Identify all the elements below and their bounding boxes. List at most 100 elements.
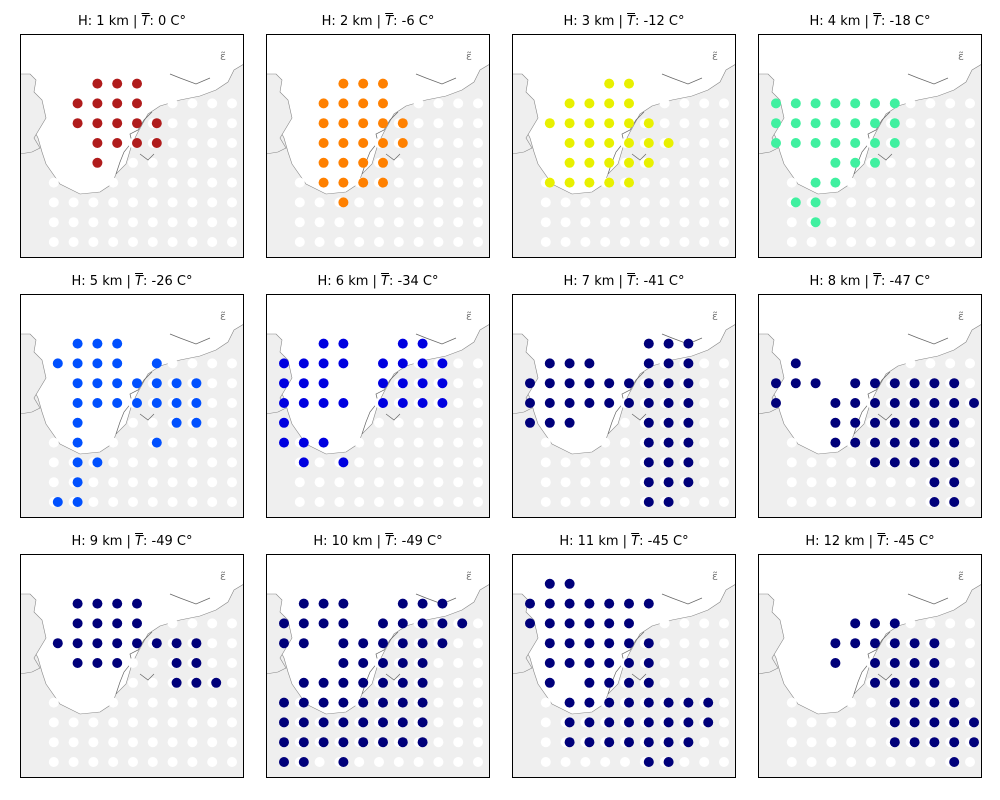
temperature-point xyxy=(604,118,615,129)
temperature-point xyxy=(279,757,289,767)
temperature-point xyxy=(604,638,615,649)
grid-point-inactive xyxy=(473,177,483,188)
grid-point-inactive xyxy=(48,157,59,168)
map-axes: ε̃ xyxy=(512,34,736,258)
temperature-point xyxy=(683,737,694,748)
grid-point-inactive xyxy=(433,717,444,728)
grid-point-inactive xyxy=(473,237,483,247)
temperature-point xyxy=(151,378,162,389)
grid-point-inactive xyxy=(846,658,857,668)
grid-point-inactive xyxy=(453,177,464,188)
temperature-point xyxy=(810,197,821,208)
panel-title: H: 10 km | T: -49 C° xyxy=(255,532,501,552)
land-area-west xyxy=(20,593,47,675)
grid-point-inactive xyxy=(473,497,483,507)
grid-point-inactive xyxy=(294,138,305,148)
grid-point-inactive xyxy=(540,437,551,448)
temperature-point xyxy=(584,118,595,129)
axes-frame xyxy=(20,554,244,778)
temperature-point xyxy=(929,677,940,688)
temperature-point xyxy=(909,638,920,649)
grid-point-inactive xyxy=(965,477,975,488)
grid-point-inactive xyxy=(413,177,424,188)
land-area-west xyxy=(20,73,47,155)
grid-point-inactive xyxy=(846,358,857,369)
temperature-point xyxy=(643,697,654,708)
temperature-point xyxy=(683,697,694,708)
temperature-point xyxy=(564,578,575,589)
grid-point-inactive xyxy=(925,177,936,188)
grid-point-inactive xyxy=(453,118,464,129)
grid-point-inactive xyxy=(393,197,404,208)
grid-point-inactive xyxy=(905,98,916,109)
grid-point-inactive xyxy=(945,157,956,168)
grid-point-inactive xyxy=(227,157,237,168)
grid-point-inactive xyxy=(128,197,138,208)
temperature-point xyxy=(584,658,595,668)
temperature-point xyxy=(643,118,654,129)
grid-point-inactive xyxy=(374,497,384,507)
temperature-point xyxy=(378,398,388,408)
grid-point-inactive xyxy=(48,697,59,708)
grid-point-inactive xyxy=(945,638,956,649)
grid-point-inactive xyxy=(540,98,551,109)
temperature-point xyxy=(564,717,575,728)
temperature-point xyxy=(790,98,801,109)
temperature-point xyxy=(663,697,674,708)
grid-point-inactive xyxy=(294,98,305,109)
temperature-point xyxy=(72,598,83,609)
grid-point-inactive xyxy=(866,697,876,708)
temperature-point xyxy=(870,157,880,168)
grid-point-inactive xyxy=(207,197,218,208)
temperature-point xyxy=(870,138,880,148)
grid-point-inactive xyxy=(147,477,158,488)
grid-point-inactive xyxy=(453,237,464,247)
temperature-point xyxy=(584,677,595,688)
grid-point-inactive xyxy=(433,457,444,468)
grid-point-inactive xyxy=(167,757,178,767)
map-axes: ε̃ xyxy=(512,294,736,518)
map-axes: ε̃ xyxy=(266,34,490,258)
panel-title: H: 9 km | T: -49 C° xyxy=(9,532,255,552)
temperature-point xyxy=(92,157,103,168)
temperature-point xyxy=(889,638,900,649)
grid-point-inactive xyxy=(48,658,59,668)
temperature-point xyxy=(949,417,960,428)
grid-point-inactive xyxy=(945,358,956,369)
axes-frame xyxy=(512,554,736,778)
grid-point-inactive xyxy=(699,217,710,228)
temperature-point xyxy=(810,118,821,129)
island-glyph-icon: ε̃ xyxy=(958,570,964,583)
grid-point-inactive xyxy=(413,197,424,208)
grid-point-inactive xyxy=(699,417,710,428)
panel-title-altitude: H: 12 km | xyxy=(805,534,878,549)
grid-point-inactive xyxy=(473,437,483,448)
temperature-point xyxy=(358,78,369,89)
grid-point-inactive xyxy=(659,177,670,188)
grid-point-inactive xyxy=(826,358,837,369)
grid-point-inactive xyxy=(659,217,670,228)
grid-point-inactive xyxy=(147,618,158,629)
grid-point-inactive xyxy=(846,457,857,468)
axes-frame xyxy=(758,34,982,258)
map-axes: ε̃ xyxy=(512,554,736,778)
temperature-point xyxy=(909,437,920,448)
temperature-point xyxy=(909,417,920,428)
grid-point-inactive xyxy=(68,157,79,168)
grid-point-inactive xyxy=(659,197,670,208)
temperature-point xyxy=(703,717,714,728)
grid-point-inactive xyxy=(679,497,690,507)
grid-point-inactive xyxy=(846,477,857,488)
grid-point-inactive xyxy=(433,477,444,488)
temperature-point xyxy=(771,138,781,148)
grid-point-inactive xyxy=(806,157,817,168)
grid-point-inactive xyxy=(167,237,178,247)
temperature-point xyxy=(417,338,428,349)
grid-point-inactive xyxy=(413,157,424,168)
temperature-point xyxy=(378,677,388,688)
temperature-point xyxy=(564,658,575,668)
temperature-point xyxy=(830,98,841,109)
temperature-point xyxy=(604,378,615,389)
grid-point-inactive xyxy=(393,98,404,109)
grid-point-inactive xyxy=(128,237,138,247)
